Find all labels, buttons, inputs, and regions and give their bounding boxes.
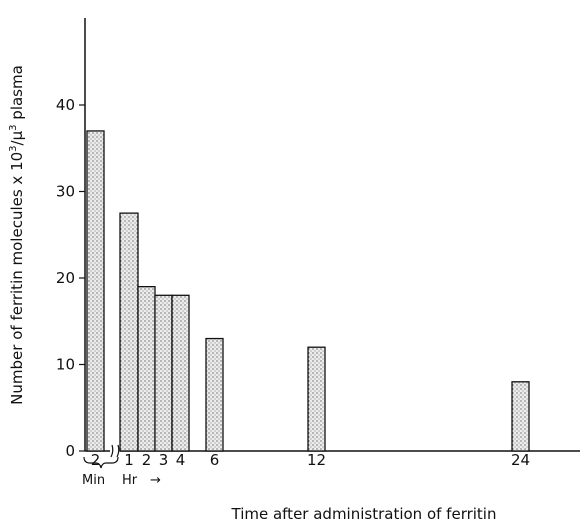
min-label: Min: [82, 473, 105, 488]
y-title-mu: μ: [8, 130, 26, 140]
x-tick-label: 2: [91, 451, 101, 469]
x-tick-label: 24: [511, 451, 530, 469]
x-tick-group: 2 1 2 3 4 6 12 24: [91, 451, 530, 469]
hr-label: Hr: [122, 473, 138, 488]
bar-hr-3: [154, 294, 173, 452]
bar-hr-2: [137, 285, 156, 452]
bar-hr-6: [205, 337, 224, 452]
x-tick-label: 4: [176, 451, 186, 469]
x-axis-break: [110, 444, 120, 458]
bar-hr-24: [511, 381, 530, 452]
x-tick-label: 6: [210, 451, 220, 469]
y-title-slash: /: [8, 139, 26, 145]
x-axis-title: Time after administration of ferritin: [231, 505, 497, 523]
arrow-glyph: →: [150, 473, 161, 488]
y-axis-title: Number of ferritin molecules x 103/μ3 pl…: [8, 65, 26, 405]
y-tick-label: 20: [56, 269, 75, 287]
min-brace: [83, 456, 119, 469]
y-title-prefix: Number of ferritin molecules x 10: [8, 152, 26, 405]
y-tick-label: 30: [56, 183, 75, 201]
bar-min-2: [86, 130, 105, 452]
y-title-suffix: plasma: [8, 65, 26, 124]
y-title-sup2: 3: [8, 124, 19, 130]
bar-hr-1: [119, 212, 139, 452]
x-tick-label: 2: [142, 451, 152, 469]
bar-hr-12: [307, 346, 326, 452]
x-tick-label: 3: [159, 451, 169, 469]
y-tick-label: 10: [56, 356, 75, 374]
y-tick-group: 0 10 20 30 40: [56, 96, 85, 460]
bars-group: [86, 130, 530, 452]
y-tick-label: 40: [56, 96, 75, 114]
bar-hr-4: [171, 294, 190, 452]
x-tick-label: 12: [307, 451, 326, 469]
y-title-sup1: 3: [8, 145, 19, 151]
y-tick-label: 0: [65, 442, 75, 460]
x-tick-label: 1: [124, 451, 134, 469]
